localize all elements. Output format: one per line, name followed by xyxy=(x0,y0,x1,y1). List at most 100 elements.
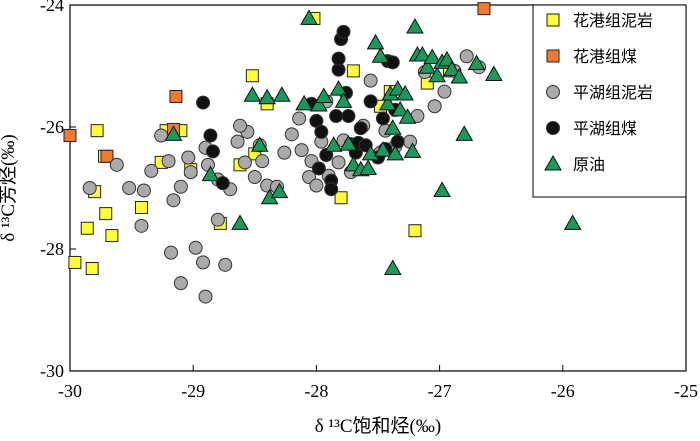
data-point xyxy=(450,67,469,84)
data-point xyxy=(80,221,94,235)
legend-marker xyxy=(546,85,560,99)
y-tick-label: -30 xyxy=(40,361,64,381)
x-tick-label: -25 xyxy=(674,381,698,401)
legend-marker xyxy=(546,13,560,27)
data-point xyxy=(203,128,218,143)
data-point xyxy=(201,165,220,182)
data-point xyxy=(383,119,402,135)
data-point xyxy=(455,125,474,141)
data-point xyxy=(324,182,339,197)
legend-label: 平湖组煤 xyxy=(573,119,637,138)
data-point xyxy=(391,100,410,117)
x-tick-label: -26 xyxy=(551,381,575,401)
data-point xyxy=(341,109,356,124)
legend-label: 花港组煤 xyxy=(573,47,637,66)
data-point xyxy=(408,224,422,238)
x-tick-label: -29 xyxy=(181,381,205,401)
data-point xyxy=(68,255,82,269)
data-point xyxy=(418,58,437,74)
data-point xyxy=(173,276,188,291)
data-point xyxy=(353,121,368,136)
data-point xyxy=(233,118,248,133)
data-point xyxy=(82,181,97,195)
data-point xyxy=(371,47,390,63)
data-point xyxy=(105,229,119,243)
y-tick-label: -24 xyxy=(40,0,64,15)
data-point xyxy=(437,84,452,99)
data-point xyxy=(459,49,474,64)
data-point xyxy=(324,136,343,152)
data-point xyxy=(237,155,252,170)
data-point xyxy=(134,201,148,215)
data-point xyxy=(250,136,269,152)
x-tick-label: -28 xyxy=(304,381,328,401)
legend-label: 原油 xyxy=(573,155,605,174)
data-point xyxy=(336,24,351,39)
data-point xyxy=(334,191,348,205)
data-point xyxy=(375,111,390,126)
data-point xyxy=(363,94,378,109)
data-point xyxy=(331,51,346,66)
data-point xyxy=(378,94,397,111)
data-point xyxy=(63,129,77,143)
data-point xyxy=(359,159,378,175)
data-point xyxy=(247,170,262,185)
data-point xyxy=(443,60,461,77)
axis-ticks: -30 -29 -28 -27 -26 -25 -24 -26 -28 -30 xyxy=(40,0,698,401)
data-point xyxy=(188,240,203,255)
data-point xyxy=(339,135,358,151)
data-point xyxy=(273,86,291,102)
data-point xyxy=(277,145,292,160)
data-point xyxy=(196,95,211,110)
data-point xyxy=(255,154,270,169)
data-point xyxy=(386,144,405,161)
data-point xyxy=(292,111,307,126)
data-point xyxy=(563,214,582,230)
data-point xyxy=(433,181,451,197)
legend-label: 平湖组泥岩 xyxy=(573,83,653,102)
data-point xyxy=(196,255,211,270)
data-point xyxy=(144,163,159,178)
data-point xyxy=(329,80,348,96)
y-tick-label: -26 xyxy=(40,117,64,137)
data-point xyxy=(173,179,188,194)
data-point xyxy=(467,54,486,71)
data-point xyxy=(161,154,176,169)
data-point xyxy=(403,142,422,158)
legend-label: 花港组泥岩 xyxy=(573,11,653,30)
data-point xyxy=(270,182,289,199)
data-point xyxy=(136,183,151,198)
data-point xyxy=(477,2,491,16)
data-point xyxy=(329,109,344,124)
legend-marker xyxy=(546,121,560,135)
y-tick-label: -28 xyxy=(40,239,64,259)
x-axis-title: δ ¹³C饱和烃(‰) xyxy=(315,415,441,437)
data-point xyxy=(205,144,220,159)
data-point xyxy=(181,150,196,165)
data-point xyxy=(319,148,334,163)
data-point xyxy=(215,176,230,191)
data-point xyxy=(314,87,333,103)
data-point xyxy=(398,108,417,124)
data-point xyxy=(85,262,99,276)
data-point xyxy=(230,134,245,149)
axis-titles: δ ¹³C饱和烃(‰) δ ¹³C芳烃(‰) xyxy=(0,134,441,437)
data-points xyxy=(63,2,582,304)
data-point xyxy=(166,193,181,208)
data-point xyxy=(183,165,198,180)
data-point xyxy=(218,257,233,272)
legend-marker xyxy=(544,154,562,171)
data-point xyxy=(428,66,446,83)
data-point xyxy=(309,178,324,193)
data-point xyxy=(198,289,213,304)
y-axis-title: δ ¹³C芳烃(‰) xyxy=(0,134,19,241)
data-point xyxy=(390,134,405,149)
data-point xyxy=(413,46,432,62)
data-point xyxy=(374,141,392,157)
data-point xyxy=(109,157,124,172)
data-point xyxy=(164,245,179,260)
data-point xyxy=(310,96,328,112)
data-point xyxy=(99,207,113,221)
